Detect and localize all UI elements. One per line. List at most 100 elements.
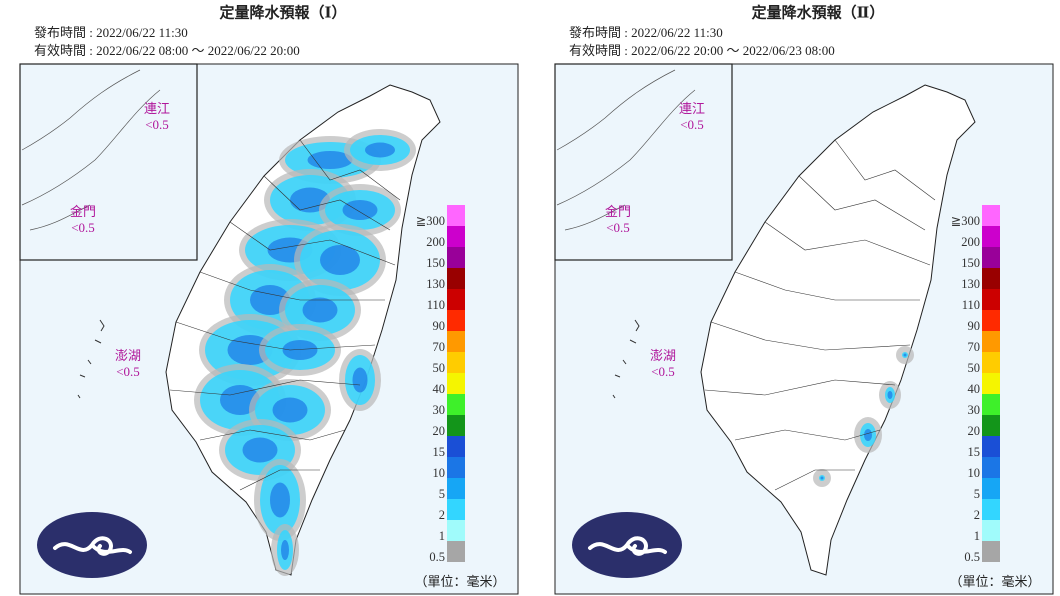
legend-label: 30 xyxy=(433,403,446,417)
legend-label: 10 xyxy=(433,466,446,480)
rain-area-core xyxy=(342,200,378,220)
unit-label: （單位：毫米） xyxy=(949,574,1040,589)
island-name: 澎湖 xyxy=(115,348,141,363)
penghu-islands xyxy=(612,319,640,399)
logo-swirl xyxy=(588,536,667,556)
penghu-islands xyxy=(77,319,105,399)
island-value: <0.5 xyxy=(651,364,675,379)
legend-swatch xyxy=(447,226,465,247)
legend-swatch xyxy=(982,268,1000,289)
rain-area-core xyxy=(352,367,368,393)
coast-line xyxy=(556,69,696,231)
legend-swatch xyxy=(447,289,465,310)
island-value: <0.5 xyxy=(606,220,630,235)
legend-label: 40 xyxy=(433,382,446,396)
rain-area-core xyxy=(242,437,278,463)
legend-swatch xyxy=(982,226,1000,247)
legend-swatch xyxy=(447,205,465,226)
legend-swatch xyxy=(982,415,1000,436)
legend-swatch xyxy=(447,247,465,268)
rain-area-core xyxy=(281,540,289,560)
island-name: 連江 xyxy=(679,101,705,116)
legend-swatch xyxy=(447,541,465,562)
rain-area-core xyxy=(820,476,824,480)
legend-label: 90 xyxy=(433,319,446,333)
legend-label: 10 xyxy=(968,466,981,480)
inset-frame xyxy=(554,63,733,261)
county-border xyxy=(169,139,401,491)
inset-frame xyxy=(19,63,198,261)
legend-swatch xyxy=(982,541,1000,562)
legend-swatch xyxy=(447,457,465,478)
legend-label: 20 xyxy=(433,424,446,438)
legend-label: 5 xyxy=(974,487,980,501)
rain-area-core xyxy=(307,151,353,169)
island-value: <0.5 xyxy=(116,364,140,379)
valid-time: 有效時間 : 2022/06/22 08:00 ～ 2022/06/22 20:… xyxy=(34,43,300,58)
rain-area-core xyxy=(272,397,308,423)
legend-swatch xyxy=(982,247,1000,268)
legend-label: ≧300 xyxy=(416,214,445,228)
legend-swatch xyxy=(447,436,465,457)
panel-title: 定量降水預報（Ⅱ） xyxy=(752,3,885,21)
legend-label: 130 xyxy=(426,277,445,291)
legend-swatch xyxy=(447,331,465,352)
legend-label: 15 xyxy=(433,445,446,459)
legend-swatch xyxy=(982,478,1000,499)
legend-swatch xyxy=(982,457,1000,478)
rain-area-core xyxy=(282,340,318,360)
unit-label: （單位：毫米） xyxy=(414,574,505,589)
rain-area-core xyxy=(302,297,338,323)
rain-area-core xyxy=(903,353,907,357)
legend-swatch xyxy=(982,520,1000,541)
island-name: 澎湖 xyxy=(650,348,676,363)
legend-label: 20 xyxy=(968,424,981,438)
legend-label: 90 xyxy=(968,319,981,333)
legend-label: 110 xyxy=(427,298,445,312)
legend-swatch xyxy=(982,373,1000,394)
logo-swirl xyxy=(53,536,132,556)
issue-time: 發布時間 : 2022/06/22 11:30 xyxy=(569,25,723,40)
legend-swatch xyxy=(982,499,1000,520)
legend-label: 15 xyxy=(968,445,981,459)
island-name: 連江 xyxy=(144,101,170,116)
legend-label: 150 xyxy=(961,256,980,270)
legend-swatch xyxy=(447,415,465,436)
legend-swatch xyxy=(447,268,465,289)
rain-area-core xyxy=(864,429,872,441)
island-value: <0.5 xyxy=(680,117,704,132)
taiwan-outline xyxy=(700,84,976,576)
island-name: 金門 xyxy=(605,204,631,219)
legend-swatch xyxy=(447,499,465,520)
legend-label: 70 xyxy=(433,340,446,354)
legend-label: 200 xyxy=(426,235,445,249)
county-border xyxy=(704,139,936,491)
legend-label: 150 xyxy=(426,256,445,270)
legend-swatch xyxy=(447,478,465,499)
rain-area-core xyxy=(320,245,360,275)
legend-label: 70 xyxy=(968,340,981,354)
legend-label: 0.5 xyxy=(429,550,445,564)
legend-label: 200 xyxy=(961,235,980,249)
legend-swatch xyxy=(447,310,465,331)
legend-swatch xyxy=(447,520,465,541)
legend-swatch xyxy=(982,289,1000,310)
legend-swatch xyxy=(982,394,1000,415)
legend-label: 110 xyxy=(962,298,980,312)
issue-time: 發布時間 : 2022/06/22 11:30 xyxy=(34,25,188,40)
legend-label: 50 xyxy=(433,361,446,375)
legend-label: 130 xyxy=(961,277,980,291)
legend-label: 30 xyxy=(968,403,981,417)
rain-area-core xyxy=(270,482,290,518)
island-value: <0.5 xyxy=(145,117,169,132)
rain-area-core xyxy=(365,142,395,158)
legend-label: 5 xyxy=(439,487,445,501)
legend-swatch xyxy=(447,394,465,415)
legend-swatch xyxy=(447,373,465,394)
panel: 定量降水預報（Ⅰ） 發布時間 : 2022/06/22 11:30 有效時間 : 2… xyxy=(19,3,519,595)
legend-swatch xyxy=(447,352,465,373)
valid-time: 有效時間 : 2022/06/22 20:00 ～ 2022/06/23 08:… xyxy=(569,43,835,58)
panel: 定量降水預報（Ⅱ） 發布時間 : 2022/06/22 11:30 有效時間 : 2… xyxy=(554,3,1054,595)
legend-label: ≧300 xyxy=(951,214,980,228)
